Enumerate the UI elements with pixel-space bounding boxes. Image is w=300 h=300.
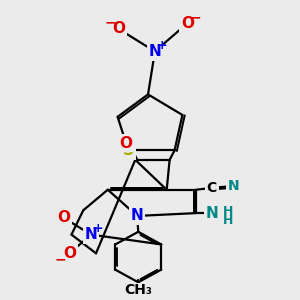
Text: O: O [181, 16, 194, 31]
Text: C: C [207, 181, 217, 195]
Text: S: S [123, 143, 134, 158]
Text: −: − [190, 10, 201, 24]
Text: O: O [63, 246, 76, 261]
Text: N: N [85, 227, 98, 242]
Text: −: − [104, 16, 116, 30]
Text: N: N [131, 208, 144, 224]
Text: N: N [148, 44, 161, 59]
Text: CH₃: CH₃ [124, 283, 152, 297]
Text: N: N [206, 206, 219, 220]
Text: O: O [112, 22, 125, 37]
Text: H: H [223, 205, 233, 218]
Text: +: + [93, 222, 103, 235]
Text: O: O [57, 210, 70, 225]
Text: O: O [119, 136, 132, 151]
Text: H: H [223, 214, 233, 226]
Text: −: − [55, 253, 67, 266]
Text: N: N [228, 179, 239, 193]
Text: +: + [156, 39, 167, 52]
